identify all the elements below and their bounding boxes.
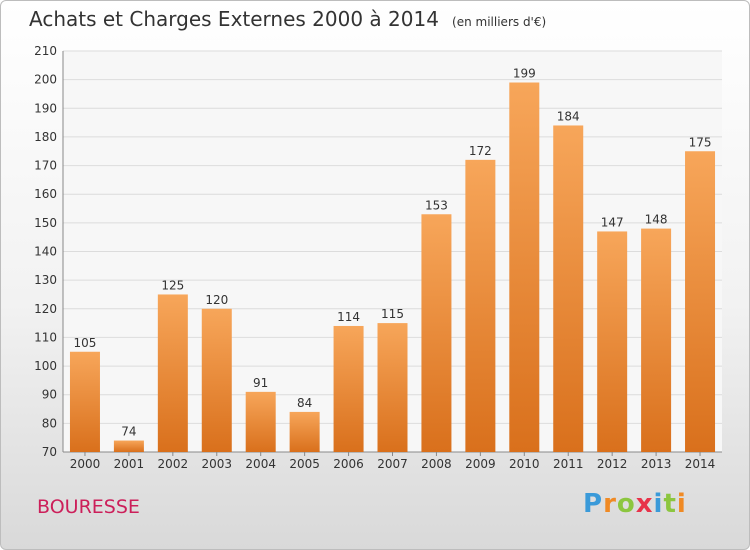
logo-letter: r (603, 489, 617, 519)
logo-letter: t (663, 489, 677, 519)
x-tick-label: 2004 (245, 457, 276, 471)
chart-title-block: Achats et Charges Externes 2000 à 2014 (… (29, 7, 546, 31)
proxiti-logo: Proxiti (583, 489, 687, 519)
bar (421, 214, 452, 452)
bar (377, 323, 408, 452)
bar-value-label: 115 (381, 307, 404, 321)
y-tick-label: 70 (42, 445, 57, 459)
y-tick-label: 170 (34, 159, 57, 173)
bar (157, 294, 188, 452)
bar-value-label: 114 (337, 310, 360, 324)
x-tick-label: 2009 (465, 457, 496, 471)
y-tick-label: 160 (34, 187, 57, 201)
bar-value-label: 74 (121, 425, 136, 439)
logo-letter: i (653, 489, 664, 519)
y-tick-label: 210 (34, 44, 57, 58)
y-tick-label: 120 (34, 302, 57, 316)
y-tick-label: 140 (34, 245, 57, 259)
x-tick-label: 2002 (158, 457, 189, 471)
bar (333, 325, 364, 452)
x-tick-label: 2014 (685, 457, 716, 471)
bar-value-label: 172 (469, 144, 492, 158)
x-tick-label: 2012 (597, 457, 628, 471)
bar (113, 440, 144, 452)
y-tick-label: 130 (34, 273, 57, 287)
x-tick-label: 2013 (641, 457, 672, 471)
y-tick-label: 80 (42, 416, 57, 430)
y-tick-label: 110 (34, 330, 57, 344)
bar (641, 228, 672, 452)
y-tick-label: 200 (34, 73, 57, 87)
y-tick-label: 180 (34, 130, 57, 144)
logo-letter: P (583, 489, 604, 519)
bar-value-label: 120 (205, 293, 228, 307)
bar (553, 125, 584, 452)
x-tick-label: 2005 (289, 457, 320, 471)
bar-value-label: 125 (161, 278, 184, 292)
bar (509, 82, 540, 452)
chart-subtitle: (en milliers d'€) (452, 15, 547, 29)
logo-letter: o (616, 489, 636, 519)
bar-value-label: 84 (297, 396, 312, 410)
bar-value-label: 153 (425, 198, 448, 212)
bar-value-label: 91 (253, 376, 268, 390)
bar (69, 351, 100, 452)
x-tick-label: 2006 (333, 457, 364, 471)
x-tick-label: 2001 (114, 457, 145, 471)
bar (685, 151, 716, 452)
commune-name: BOURESSE (37, 496, 140, 518)
x-tick-label: 2007 (377, 457, 408, 471)
x-tick-label: 2003 (201, 457, 232, 471)
bar-value-label: 147 (601, 215, 624, 229)
x-tick-label: 2008 (421, 457, 452, 471)
x-tick-label: 2000 (70, 457, 101, 471)
bar (201, 308, 232, 452)
bar (465, 159, 496, 453)
chart-title: Achats et Charges Externes 2000 à 2014 (29, 7, 439, 31)
y-tick-label: 190 (34, 101, 57, 115)
x-tick-label: 2011 (553, 457, 584, 471)
y-tick-label: 150 (34, 216, 57, 230)
logo-letter: i (676, 489, 687, 519)
bar-value-label: 148 (645, 213, 668, 227)
bar (289, 411, 320, 452)
bar-value-label: 105 (74, 336, 97, 350)
bar-value-label: 175 (689, 135, 712, 149)
x-tick-label: 2010 (509, 457, 540, 471)
y-tick-label: 100 (34, 359, 57, 373)
bar-value-label: 184 (557, 109, 580, 123)
bar (245, 391, 276, 452)
y-tick-label: 90 (42, 388, 57, 402)
bar (597, 231, 628, 452)
bar-value-label: 199 (513, 67, 536, 81)
logo-letter: x (635, 489, 654, 519)
